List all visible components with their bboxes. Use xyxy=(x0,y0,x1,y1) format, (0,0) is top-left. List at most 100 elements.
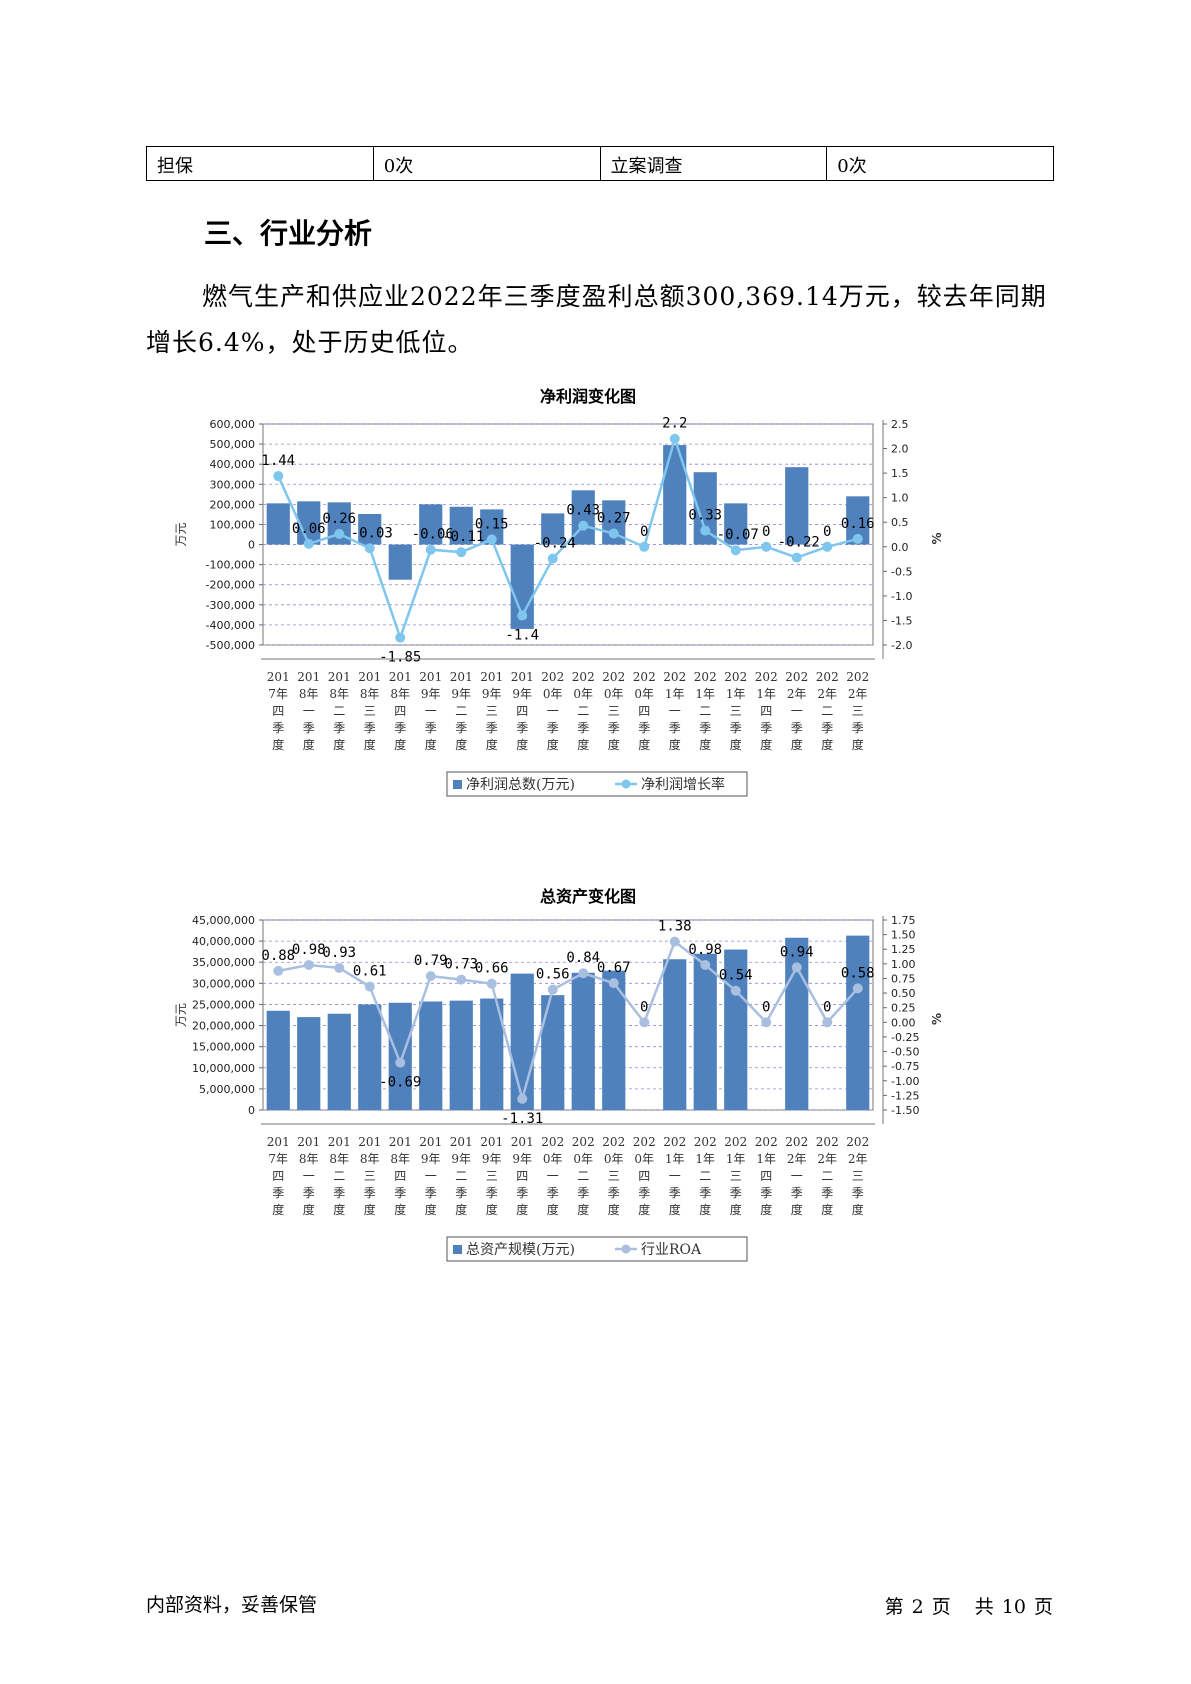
x-tick-label: 季 xyxy=(638,1186,650,1200)
x-tick-label: 201 xyxy=(358,670,381,684)
y2-tick-label: 0.00 xyxy=(891,1016,916,1029)
data-label: 0.93 xyxy=(322,945,356,961)
line-point xyxy=(486,978,497,989)
x-tick-label: 201 xyxy=(419,1135,442,1149)
y2-tick-label: 1.00 xyxy=(891,958,916,971)
data-label: 0 xyxy=(640,524,648,540)
y-tick-label: 30,000,000 xyxy=(192,977,255,990)
page-prefix: 第 xyxy=(884,1596,904,1618)
x-tick-label: 0年 xyxy=(604,687,624,701)
y2-axis-label: % xyxy=(930,532,944,544)
x-tick-label: 季 xyxy=(333,721,345,735)
bar xyxy=(327,1013,351,1110)
x-tick-label: 度 xyxy=(516,737,528,752)
data-label: 0.61 xyxy=(353,964,387,980)
x-tick-label: 季 xyxy=(821,721,833,735)
x-tick-label: 二 xyxy=(333,704,345,718)
line-point xyxy=(425,971,436,982)
data-label: 0.58 xyxy=(841,965,875,981)
x-tick-label: 三 xyxy=(486,1169,498,1183)
x-tick-label: 一 xyxy=(425,1169,437,1183)
x-tick-label: 季 xyxy=(547,721,559,735)
line-point xyxy=(761,1017,772,1028)
x-tick-label: 8年 xyxy=(329,687,349,701)
y2-tick-label: 2.0 xyxy=(891,443,909,456)
total-prefix: 共 xyxy=(974,1596,994,1618)
y2-tick-label: 1.5 xyxy=(891,467,909,480)
data-label: -1.4 xyxy=(505,628,539,644)
x-tick-label: 202 xyxy=(572,1135,595,1149)
y-tick-label: -200,000 xyxy=(206,579,255,592)
x-tick-label: 度 xyxy=(455,737,467,752)
data-label: 0.56 xyxy=(536,967,570,983)
x-tick-label: 四 xyxy=(638,1169,650,1183)
x-tick-label: 季 xyxy=(699,1186,711,1200)
x-tick-label: 8年 xyxy=(329,1152,349,1166)
x-tick-label: 季 xyxy=(852,721,864,735)
line-point xyxy=(791,962,802,973)
data-label: 0.43 xyxy=(566,503,600,519)
x-tick-label: 二 xyxy=(577,1169,589,1183)
x-tick-label: 202 xyxy=(816,670,839,684)
x-tick-label: 201 xyxy=(511,670,534,684)
y-tick-label: 40,000,000 xyxy=(192,935,255,948)
x-tick-label: 三 xyxy=(852,1169,864,1183)
x-tick-label: 度 xyxy=(821,1202,833,1217)
page-word: 页 xyxy=(931,1596,951,1618)
x-tick-label: 度 xyxy=(699,737,711,752)
data-label: 0.88 xyxy=(261,948,295,964)
data-label: 0.06 xyxy=(292,521,326,537)
x-tick-label: 2年 xyxy=(817,1152,837,1166)
page-num: 2 xyxy=(911,1596,924,1618)
line-point xyxy=(425,544,436,555)
y-tick-label: 35,000,000 xyxy=(192,956,255,969)
x-tick-label: 度 xyxy=(669,737,681,752)
x-tick-label: 度 xyxy=(760,737,772,752)
data-label: 1.44 xyxy=(261,453,295,469)
x-tick-label: 度 xyxy=(364,737,376,752)
x-tick-label: 季 xyxy=(516,721,528,735)
data-label: 2.2 xyxy=(662,416,687,432)
total-num: 10 xyxy=(1001,1596,1026,1618)
x-tick-label: 201 xyxy=(297,1135,320,1149)
x-tick-label: 季 xyxy=(730,721,742,735)
x-tick-label: 201 xyxy=(419,670,442,684)
x-tick-label: 四 xyxy=(516,704,528,718)
bar xyxy=(449,1000,473,1110)
y-axis-label: 万元 xyxy=(175,522,188,546)
bar xyxy=(419,1001,443,1110)
bar xyxy=(480,509,504,545)
line-point xyxy=(639,541,650,552)
x-tick-label: 二 xyxy=(455,1169,467,1183)
bar xyxy=(663,959,687,1110)
data-label: -0.07 xyxy=(717,527,759,543)
x-tick-label: 1年 xyxy=(695,1152,715,1166)
x-tick-label: 2年 xyxy=(848,687,868,701)
x-tick-label: 四 xyxy=(516,1169,528,1183)
x-tick-label: 季 xyxy=(791,721,803,735)
legend-swatch-bar xyxy=(453,780,462,789)
bar xyxy=(663,445,687,545)
data-label: 0.98 xyxy=(292,942,326,958)
data-label: 0 xyxy=(762,999,770,1015)
x-tick-label: 度 xyxy=(425,737,437,752)
x-tick-label: 度 xyxy=(272,1202,284,1217)
x-tick-label: 2年 xyxy=(787,687,807,701)
x-tick-label: 二 xyxy=(821,704,833,718)
x-tick-label: 度 xyxy=(699,1202,711,1217)
plot-frame xyxy=(262,919,874,1111)
line-point xyxy=(700,525,711,536)
x-tick-label: 季 xyxy=(394,721,406,735)
x-tick-label: 三 xyxy=(364,1169,376,1183)
y2-tick-label: 0.25 xyxy=(891,1002,916,1015)
bar xyxy=(388,544,412,580)
x-tick-label: 9年 xyxy=(451,687,471,701)
line-point xyxy=(547,984,558,995)
x-tick-label: 202 xyxy=(755,670,778,684)
y2-tick-label: -1.0 xyxy=(891,590,912,603)
x-tick-label: 季 xyxy=(425,721,437,735)
x-tick-label: 202 xyxy=(694,1135,717,1149)
x-tick-label: 度 xyxy=(821,737,833,752)
y2-tick-label: 1.0 xyxy=(891,492,909,505)
x-tick-label: 三 xyxy=(608,1169,620,1183)
